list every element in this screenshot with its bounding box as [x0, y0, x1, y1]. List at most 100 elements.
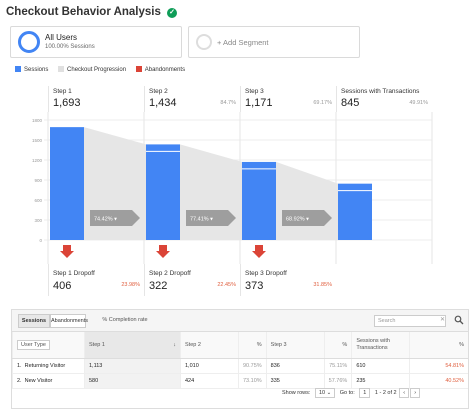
cell-step2-pct: 73.10%: [238, 373, 267, 389]
col-step3[interactable]: Step 3: [265, 332, 325, 359]
add-segment-circle-icon: [196, 34, 212, 50]
row-type: New Visitor: [24, 377, 53, 384]
col-dimension: User Type: [12, 332, 85, 359]
y-tick-label: 0: [39, 238, 42, 243]
col-step2-pct[interactable]: %: [238, 332, 267, 359]
cell-step2: 424: [180, 373, 239, 389]
dropoff-1: Step 1 Dropoff 406 23.98%: [48, 264, 144, 296]
cell-transactions-pct: 40.52%: [409, 373, 468, 389]
progression-label: 77.41% ▾: [190, 217, 213, 223]
step-header-3: Step 3 1,171 69.17%: [240, 86, 336, 112]
legend-item-abandonments: Abandonments: [135, 66, 185, 73]
sort-down-icon: ↓: [173, 341, 176, 348]
cell-step2: 1,010: [180, 358, 239, 374]
legend-item-sessions: Sessions: [15, 66, 49, 73]
dropoff-pct: 23.98%: [121, 282, 140, 288]
table-footer: Show rows: 10 ⌄ Go to: 1 1 - 2 of 2 ‹ ›: [282, 388, 421, 398]
step-header-1: Step 1 1,693: [48, 86, 144, 112]
step-label: Step 3: [245, 88, 264, 95]
abandonment-arrow-icon: [60, 245, 74, 258]
step-value: 1,693: [53, 97, 81, 109]
page-title: Checkout Behavior Analysis ✓: [6, 6, 178, 18]
y-tick-label: 1800: [32, 118, 43, 123]
goto-input[interactable]: 1: [359, 388, 371, 398]
segment-all-users[interactable]: All Users 100.00% Sessions: [10, 26, 182, 58]
data-table-panel: Sessions Abandonments % Completion rate …: [11, 309, 469, 409]
cell-transactions: 235: [351, 373, 410, 389]
cell-step3-pct: 75.11%: [323, 358, 352, 374]
step-label: Sessions with Transactions: [341, 88, 420, 95]
abandonment-arrow-icon: [156, 245, 170, 258]
search-input[interactable]: Search: [374, 315, 446, 327]
sessions-bar: [242, 161, 276, 240]
progression-area: [276, 161, 338, 240]
clear-search-icon[interactable]: ✕: [440, 317, 446, 323]
cell-step3: 836: [265, 358, 325, 374]
segment-name: All Users: [45, 33, 78, 42]
segment-circle-icon: [18, 31, 40, 53]
add-segment-button[interactable]: + Add Segment: [188, 26, 360, 58]
step-value: 1,434: [149, 97, 177, 109]
col-step1[interactable]: Step 1 ↓: [84, 332, 181, 359]
row-dimension[interactable]: 1. Returning Visitor: [12, 358, 85, 374]
step-value: 845: [341, 97, 360, 109]
step-header-transactions: Sessions with Transactions 845 49.91%: [336, 86, 432, 112]
cell-step1: 1,113: [84, 358, 181, 374]
sessions-bar: [50, 127, 84, 240]
cell-step3-pct: 57.76%: [323, 373, 352, 389]
progression-label: 68.92% ▾: [286, 217, 309, 223]
abandonments-tab-button[interactable]: Abandonments: [50, 314, 88, 328]
step-pct: 69.17%: [313, 100, 332, 106]
cell-step2-pct: 90.75%: [238, 358, 267, 374]
dimension-selector[interactable]: User Type: [17, 339, 50, 350]
legend-label: Sessions: [24, 67, 49, 73]
search-icon[interactable]: [454, 315, 464, 325]
dropoff-value: 322: [149, 280, 168, 292]
cell-step1: 580: [84, 373, 181, 389]
table-toolbar: Sessions Abandonments % Completion rate …: [12, 310, 468, 332]
abandonment-arrow-icon: [252, 245, 266, 258]
dropoff-2: Step 2 Dropoff 322 22.45%: [144, 264, 240, 296]
row-index: 2.: [17, 377, 22, 384]
page-title-text: Checkout Behavior Analysis: [6, 6, 161, 18]
progression-arrow: [90, 210, 140, 226]
progression-arrow: [282, 210, 332, 226]
chart-legend: Sessions Checkout Progression Abandonmen…: [15, 66, 193, 73]
segment-detail: 100.00% Sessions: [45, 44, 95, 50]
step-pct: 84.7%: [220, 100, 236, 106]
funnel-chart: 0 300 600 900 1200 1500 1800 74.42% ▾ 77.41% ▾ 68…: [32, 112, 433, 264]
completion-rate-button[interactable]: % Completion rate: [102, 317, 148, 323]
dropoff-label: Step 1 Dropoff: [53, 270, 95, 277]
sessions-bar: [338, 183, 372, 240]
row-dimension[interactable]: 2. New Visitor: [12, 373, 85, 389]
legend-label: Checkout Progression: [67, 67, 127, 73]
show-rows-label: Show rows:: [282, 390, 311, 396]
col-transactions-pct[interactable]: %: [409, 332, 468, 359]
col-transactions[interactable]: Sessions with Transactions: [351, 332, 410, 359]
show-rows-select[interactable]: 10 ⌄: [314, 388, 336, 398]
col-step2[interactable]: Step 2: [180, 332, 239, 359]
next-page-icon[interactable]: ›: [410, 388, 421, 398]
col-step1-label: Step 1: [89, 341, 105, 348]
table-row: 2. New Visitor 580 424 73.10% 335 57.76%…: [12, 373, 468, 389]
progression-label: 74.42% ▾: [94, 217, 117, 223]
row-type: Returning Visitor: [24, 362, 66, 369]
add-segment-label: + Add Segment: [217, 38, 269, 47]
y-tick-label: 900: [34, 178, 42, 183]
step-header-2: Step 2 1,434 84.7%: [144, 86, 240, 112]
dropoff-3: Step 3 Dropoff 373 31.85%: [240, 264, 336, 296]
legend-item-progression: Checkout Progression: [58, 66, 127, 73]
dropoff-value: 406: [53, 280, 72, 292]
progression-arrow: [186, 210, 236, 226]
row-index: 1.: [17, 362, 22, 369]
prev-page-icon[interactable]: ‹: [399, 388, 410, 398]
sessions-tab-button[interactable]: Sessions: [18, 314, 50, 328]
dropoff-label: Step 3 Dropoff: [245, 270, 287, 277]
table-header-row: User Type Step 1 ↓ Step 2 % Step 3 % Sess…: [12, 332, 468, 359]
col-step3-pct[interactable]: %: [323, 332, 352, 359]
dropoff-pct: 31.85%: [313, 282, 332, 288]
verified-check-icon: ✓: [167, 8, 178, 18]
step-pct: 49.91%: [409, 100, 428, 106]
step-value: 1,171: [245, 97, 273, 109]
legend-swatch: [135, 66, 142, 72]
